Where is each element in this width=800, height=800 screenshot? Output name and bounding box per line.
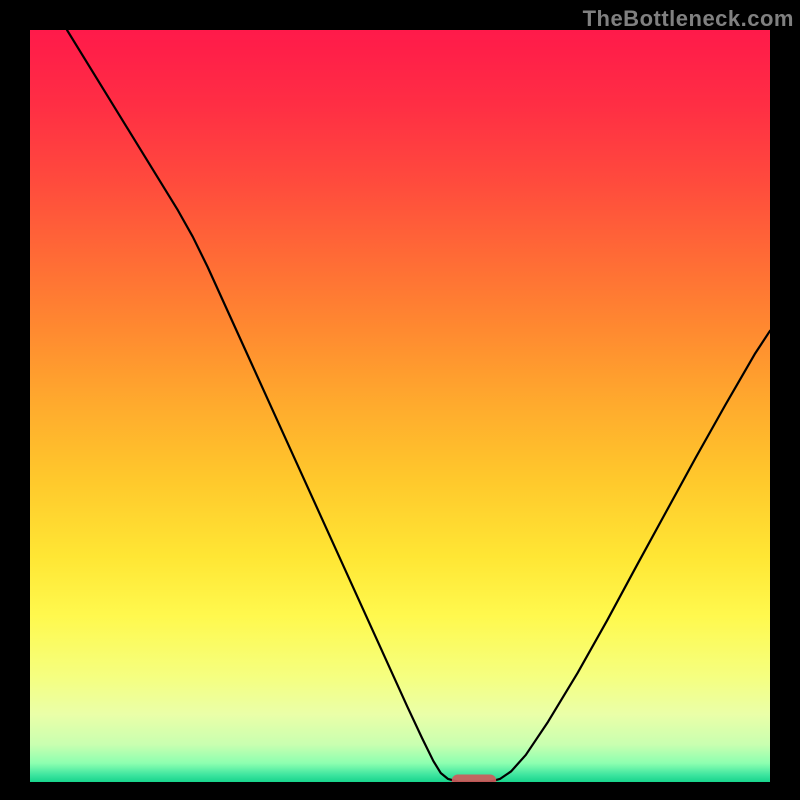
chart-container: TheBottleneck.com [0,0,800,800]
plot-svg [30,30,770,782]
sweet-spot-marker [452,774,496,782]
gradient-bg [30,30,770,782]
plot-area [30,30,770,782]
watermark-text: TheBottleneck.com [583,6,794,32]
